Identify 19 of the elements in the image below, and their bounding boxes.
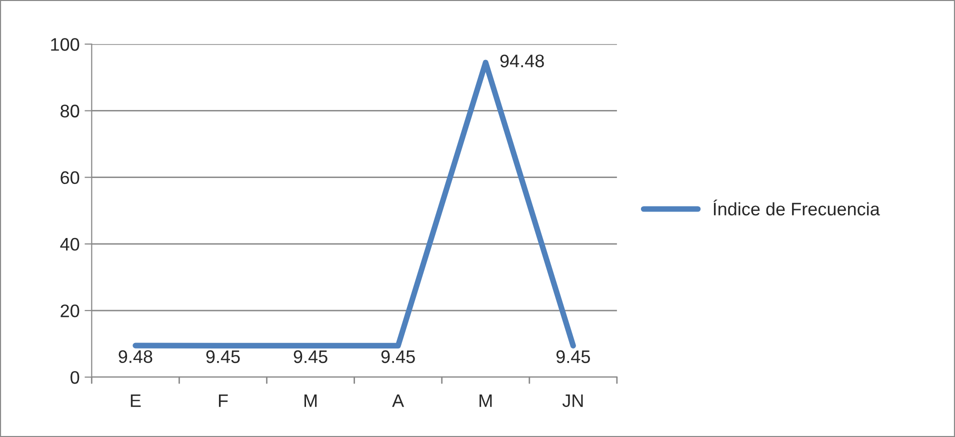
legend-label: Índice de Frecuencia [714,200,880,216]
y-tick-label: 100 [51,38,80,51]
y-tick-label: 60 [60,171,80,184]
x-tick-label: M [304,394,317,407]
data-label: 9.48 [118,350,152,363]
data-label: 9.45 [381,350,415,364]
x-tick-label: JN [562,394,583,408]
x-tick-label: F [218,394,228,407]
y-tick-label: 20 [60,304,80,318]
y-tick-label: 40 [60,238,80,251]
y-tick-label: 0 [70,371,80,384]
data-label: 9.45 [294,350,328,364]
data-label: 9.45 [206,350,240,364]
x-tick-label: M [480,394,492,407]
data-label: 94.48 [500,54,544,68]
x-tick-label: A [392,394,404,407]
data-label: 9.45 [556,350,590,364]
y-tick-label: 80 [60,104,80,118]
x-tick-label: E [130,394,141,407]
